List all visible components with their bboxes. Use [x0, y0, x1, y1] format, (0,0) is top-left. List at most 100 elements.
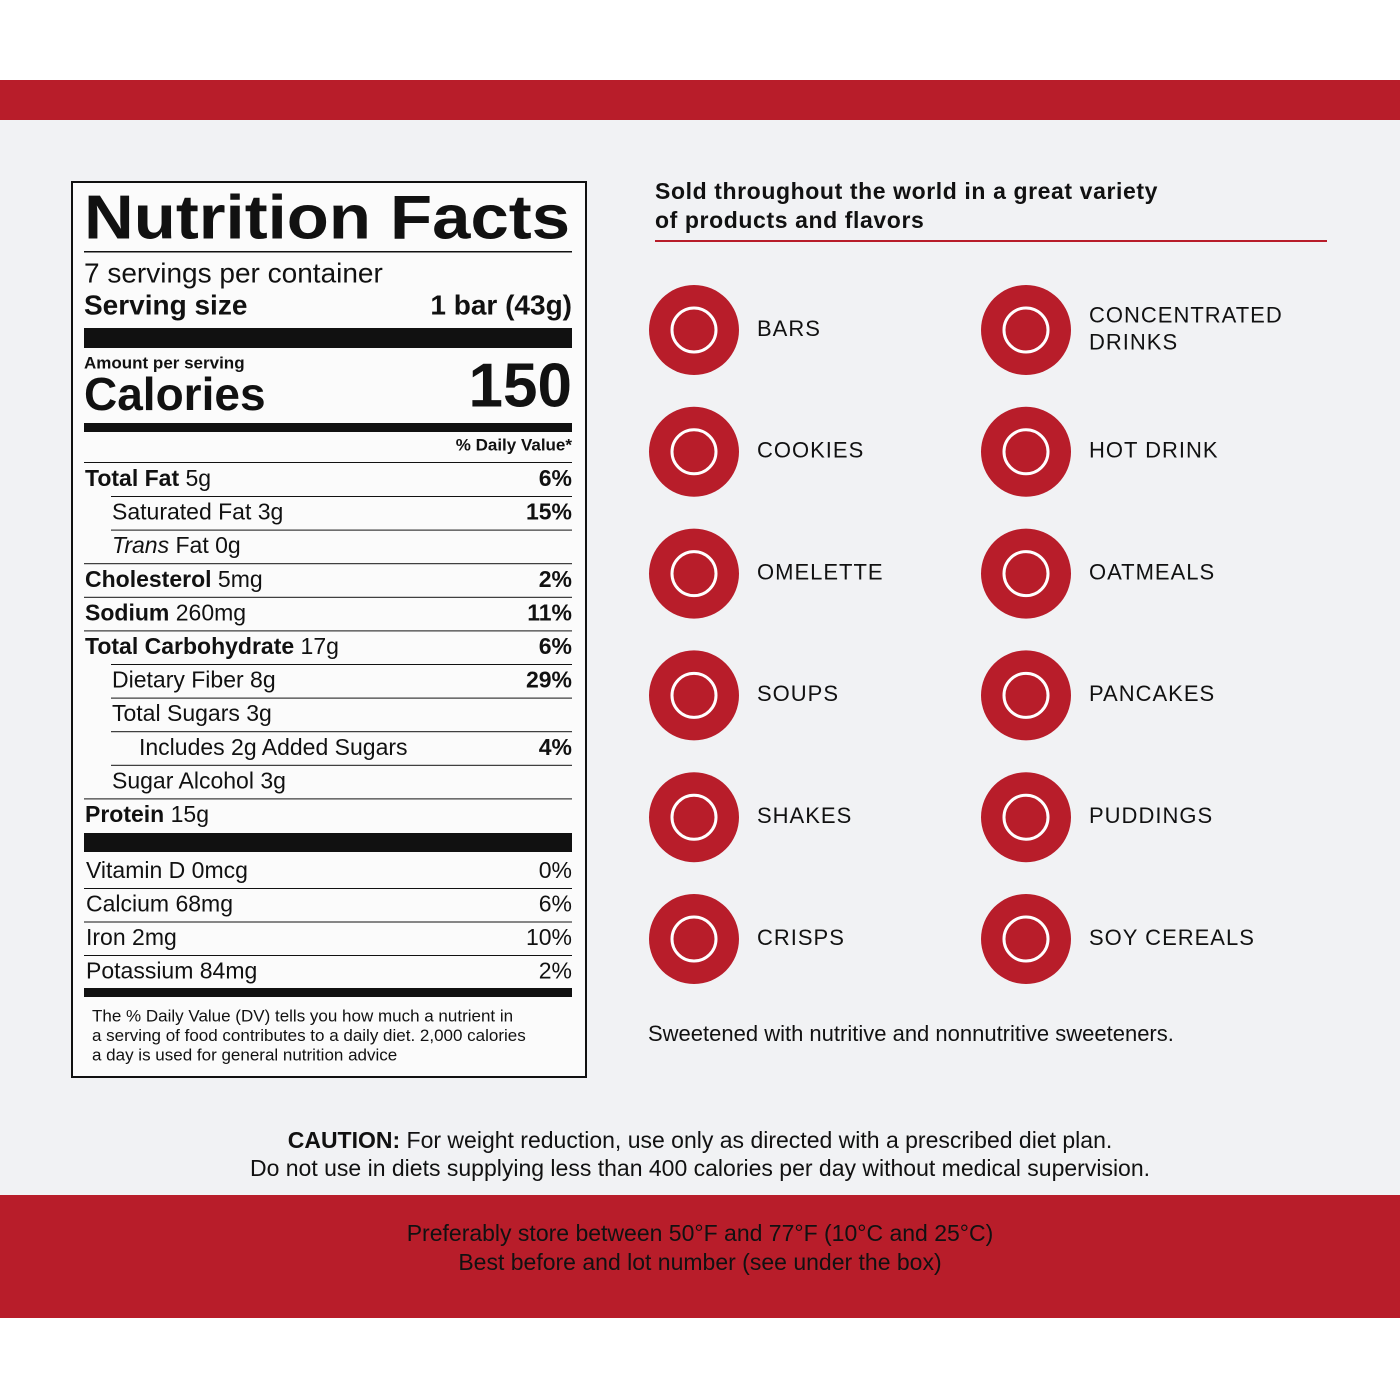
nutrient-amount: 260mg: [176, 599, 246, 625]
nutrient-amount: Sugar Alcohol 3g: [112, 767, 286, 793]
nutrient-name: Cholesterol: [85, 566, 212, 592]
footnote: a day is used for general nutrition advi…: [92, 1045, 397, 1064]
rule: [84, 798, 572, 800]
product-label: SOUPS: [757, 681, 839, 706]
nutrient-row: Dietary Fiber 8g: [112, 667, 276, 693]
servings: 7 servings per container: [84, 257, 383, 288]
nutrient-row: Saturated Fat 3g: [112, 499, 283, 525]
product-icon: [981, 772, 1071, 863]
product-icon: [649, 285, 739, 375]
product-icon-detail: [1002, 306, 1050, 354]
rule: [111, 731, 572, 733]
rule: [84, 630, 572, 632]
footer-line: Preferably store between 50°F and 77°F (…: [407, 1220, 994, 1246]
products-heading: Sold throughout the world in a great var…: [655, 178, 1158, 204]
product-label: SOY CEREALS: [1089, 925, 1255, 950]
nutrient-name: Total Carbohydrate: [85, 633, 294, 659]
vitamin-dv: 0%: [539, 857, 572, 883]
footnote: a serving of food contributes to a daily…: [92, 1026, 526, 1045]
caution-bold: CAUTION:: [288, 1127, 400, 1153]
daily-value: 6%: [539, 633, 572, 659]
rule: [111, 496, 572, 497]
nutrition-title: Nutrition Facts: [84, 183, 570, 252]
rule: [84, 596, 572, 598]
product-label: OATMEALS: [1089, 559, 1215, 584]
product-label: OMELETTE: [757, 559, 884, 584]
nutrient-amount: Saturated Fat 3g: [112, 499, 283, 525]
product-icon: [649, 650, 739, 741]
footnote: The % Daily Value (DV) tells you how muc…: [92, 1006, 513, 1025]
serving-size-label: Serving size: [84, 289, 247, 320]
nutrient-amount: 5mg: [218, 566, 263, 592]
daily-value: 6%: [539, 465, 572, 491]
product-icon-detail: [670, 550, 718, 598]
product-label: BARS: [757, 316, 821, 341]
product-label: CRISPS: [757, 925, 845, 950]
product-icon-detail: [670, 793, 718, 841]
vitamin-name: Calcium 68mg: [86, 891, 233, 917]
daily-value: 29%: [526, 667, 572, 693]
nutrient-amount: 15g: [171, 801, 209, 827]
product-label: COOKIES: [757, 438, 864, 463]
nutrient-row: Sodium 260mg: [85, 599, 246, 625]
vitamin-name: Potassium 84mg: [86, 958, 257, 984]
product-icon-detail: [670, 306, 718, 354]
nutrient-row: Sugar Alcohol 3g: [112, 767, 286, 793]
nutrient-row: Total Fat 5g: [85, 465, 211, 491]
nutrient-row: Trans Fat 0g: [112, 532, 241, 558]
rule: [111, 529, 572, 531]
daily-value: 11%: [527, 599, 572, 625]
rule: [84, 423, 572, 432]
product-icon-detail: [1002, 550, 1050, 598]
rule: [84, 328, 572, 348]
product-icon-detail: [670, 671, 718, 719]
nutrient-italic: Trans: [112, 532, 170, 558]
caution-text: For weight reduction, use only as direct…: [407, 1127, 1113, 1153]
rule: [84, 563, 572, 565]
nutrient-amount: 17g: [301, 633, 339, 659]
product-label: PANCAKES: [1089, 681, 1215, 706]
rule: [84, 462, 572, 463]
nutrient-amount: Includes 2g Added Sugars: [139, 734, 408, 760]
product-icon-detail: [1002, 428, 1050, 476]
vitamin-dv: 10%: [526, 924, 572, 950]
nutrient-row: Total Carbohydrate 17g: [85, 633, 339, 659]
caution-line: Do not use in diets supplying less than …: [250, 1155, 1150, 1181]
amount-per-serving: Amount per serving: [84, 353, 245, 372]
nutrient-row: Cholesterol 5mg: [85, 566, 263, 592]
product-label: CONCENTRATED: [1089, 302, 1283, 327]
product-label: DRINKS: [1089, 329, 1178, 354]
nutrient-amount: Fat 0g: [175, 532, 240, 558]
product-label: SHAKES: [757, 803, 852, 828]
product-icon: [649, 894, 739, 984]
nutrient-row: Total Sugars 3g: [112, 700, 272, 726]
product-icon: [981, 406, 1071, 497]
product-icon: [649, 406, 739, 497]
product-icon-detail: [670, 428, 718, 476]
vitamin-dv: 2%: [539, 958, 572, 984]
caution-line: CAUTION: For weight reduction, use only …: [288, 1127, 1113, 1153]
nutrient-amount: Dietary Fiber 8g: [112, 667, 276, 693]
calories-label: Calories: [84, 368, 266, 420]
product-icon: [981, 528, 1071, 619]
daily-value: 15%: [526, 499, 572, 525]
product-label: PUDDINGS: [1089, 803, 1213, 828]
product-icon-detail: [1002, 671, 1050, 719]
rule: [111, 664, 572, 665]
rule: [84, 988, 572, 997]
nutrient-row: Includes 2g Added Sugars: [139, 734, 408, 760]
rule: [84, 921, 572, 923]
product-icon-detail: [1002, 915, 1050, 963]
product-icon: [981, 894, 1071, 984]
product-icon: [649, 772, 739, 863]
rule: [84, 833, 572, 852]
nutrient-name: Total Fat: [85, 465, 179, 491]
product-icon-detail: [1002, 793, 1050, 841]
nutrient-row: Protein 15g: [85, 801, 209, 827]
rule: [111, 697, 572, 699]
product-label: HOT DRINK: [1089, 438, 1219, 463]
dv-header: % Daily Value*: [456, 435, 573, 454]
serving-size: 1 bar (43g): [430, 289, 572, 320]
vitamin-name: Vitamin D 0mcg: [86, 857, 248, 883]
